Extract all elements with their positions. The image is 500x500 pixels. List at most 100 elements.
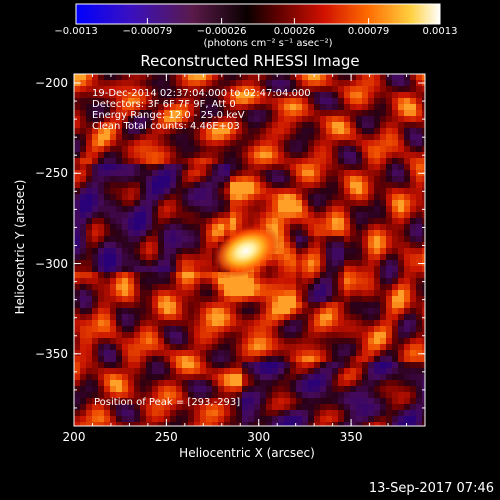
heatmap-cell <box>98 248 104 254</box>
heatmap-cell <box>194 374 200 380</box>
heatmap-cell <box>314 116 320 122</box>
heatmap-cell <box>170 248 176 254</box>
heatmap-cell <box>212 362 218 368</box>
heatmap-cell <box>98 236 104 242</box>
heatmap-cell <box>230 164 236 170</box>
heatmap-cell <box>164 314 170 320</box>
heatmap-cell <box>236 356 242 362</box>
heatmap-cell <box>296 344 302 350</box>
heatmap-cell <box>98 200 104 206</box>
heatmap-cell <box>296 188 302 194</box>
heatmap-cell <box>170 338 176 344</box>
heatmap-cell <box>398 410 404 416</box>
heatmap-cell <box>158 92 164 98</box>
heatmap-cell <box>350 260 356 266</box>
heatmap-cell <box>194 92 200 98</box>
heatmap-cell <box>146 398 152 404</box>
heatmap-cell <box>212 272 218 278</box>
heatmap-cell <box>158 326 164 332</box>
heatmap-cell <box>338 314 344 320</box>
heatmap-cell <box>284 404 290 410</box>
heatmap-cell <box>104 248 110 254</box>
heatmap-cell <box>200 338 206 344</box>
heatmap-cell <box>152 278 158 284</box>
heatmap-cell <box>308 140 314 146</box>
heatmap-cell <box>410 116 416 122</box>
heatmap-cell <box>422 266 425 272</box>
heatmap-cell <box>98 74 104 80</box>
heatmap-cell <box>188 236 194 242</box>
heatmap-cell <box>374 278 380 284</box>
heatmap-cell <box>86 398 92 404</box>
heatmap-cell <box>272 128 278 134</box>
heatmap-cell <box>140 386 146 392</box>
heatmap-cell <box>128 410 134 416</box>
heatmap-cell <box>146 80 152 86</box>
heatmap-cell <box>380 386 386 392</box>
heatmap-cell <box>86 344 92 350</box>
heatmap-cell <box>332 128 338 134</box>
heatmap-cell <box>320 206 326 212</box>
heatmap-cell <box>92 356 98 362</box>
heatmap-cell <box>122 80 128 86</box>
heatmap-cell <box>110 350 116 356</box>
heatmap-cell <box>188 398 194 404</box>
heatmap-cell <box>344 170 350 176</box>
heatmap-cell <box>224 332 230 338</box>
heatmap-cell <box>128 248 134 254</box>
heatmap-cell <box>218 188 224 194</box>
heatmap-cell <box>296 170 302 176</box>
heatmap-cell <box>266 332 272 338</box>
heatmap-cell <box>188 380 194 386</box>
heatmap-cell <box>398 398 404 404</box>
heatmap-cell <box>164 230 170 236</box>
heatmap-cell <box>398 266 404 272</box>
heatmap-cell <box>410 296 416 302</box>
heatmap-cell <box>404 290 410 296</box>
heatmap-cell <box>170 380 176 386</box>
heatmap-cell <box>254 380 260 386</box>
heatmap-cell <box>230 302 236 308</box>
heatmap-cell <box>152 374 158 380</box>
heatmap-cell <box>116 344 122 350</box>
heatmap-cell <box>362 266 368 272</box>
heatmap-cell <box>314 314 320 320</box>
heatmap-cell <box>290 374 296 380</box>
heatmap-cell <box>80 242 86 248</box>
heatmap-cell <box>332 212 338 218</box>
heatmap-cell <box>194 260 200 266</box>
heatmap-cell <box>404 242 410 248</box>
heatmap-cell <box>326 230 332 236</box>
heatmap-cell <box>392 260 398 266</box>
heatmap-cell <box>362 350 368 356</box>
heatmap-cell <box>134 386 140 392</box>
heatmap-cell <box>116 272 122 278</box>
heatmap-cell <box>260 266 266 272</box>
heatmap-cell <box>212 296 218 302</box>
heatmap-cell <box>356 224 362 230</box>
heatmap-cell <box>254 416 260 422</box>
heatmap-cell <box>158 356 164 362</box>
heatmap-cell <box>122 86 128 92</box>
heatmap-cell <box>74 326 80 332</box>
heatmap-cell <box>278 302 284 308</box>
heatmap-cell <box>296 302 302 308</box>
heatmap-cell <box>404 326 410 332</box>
heatmap-cell <box>110 164 116 170</box>
heatmap-cell <box>380 422 386 426</box>
heatmap-cell <box>152 308 158 314</box>
heatmap-cell <box>164 242 170 248</box>
heatmap-cell <box>134 230 140 236</box>
heatmap-cell <box>200 230 206 236</box>
heatmap-cell <box>188 416 194 422</box>
heatmap-cell <box>398 302 404 308</box>
heatmap-cell <box>110 338 116 344</box>
heatmap-cell <box>302 116 308 122</box>
heatmap-cell <box>386 158 392 164</box>
heatmap-cell <box>206 254 212 260</box>
heatmap-cell <box>194 104 200 110</box>
heatmap-cell <box>224 362 230 368</box>
heatmap-cell <box>170 152 176 158</box>
heatmap-cell <box>224 326 230 332</box>
heatmap-cell <box>236 176 242 182</box>
